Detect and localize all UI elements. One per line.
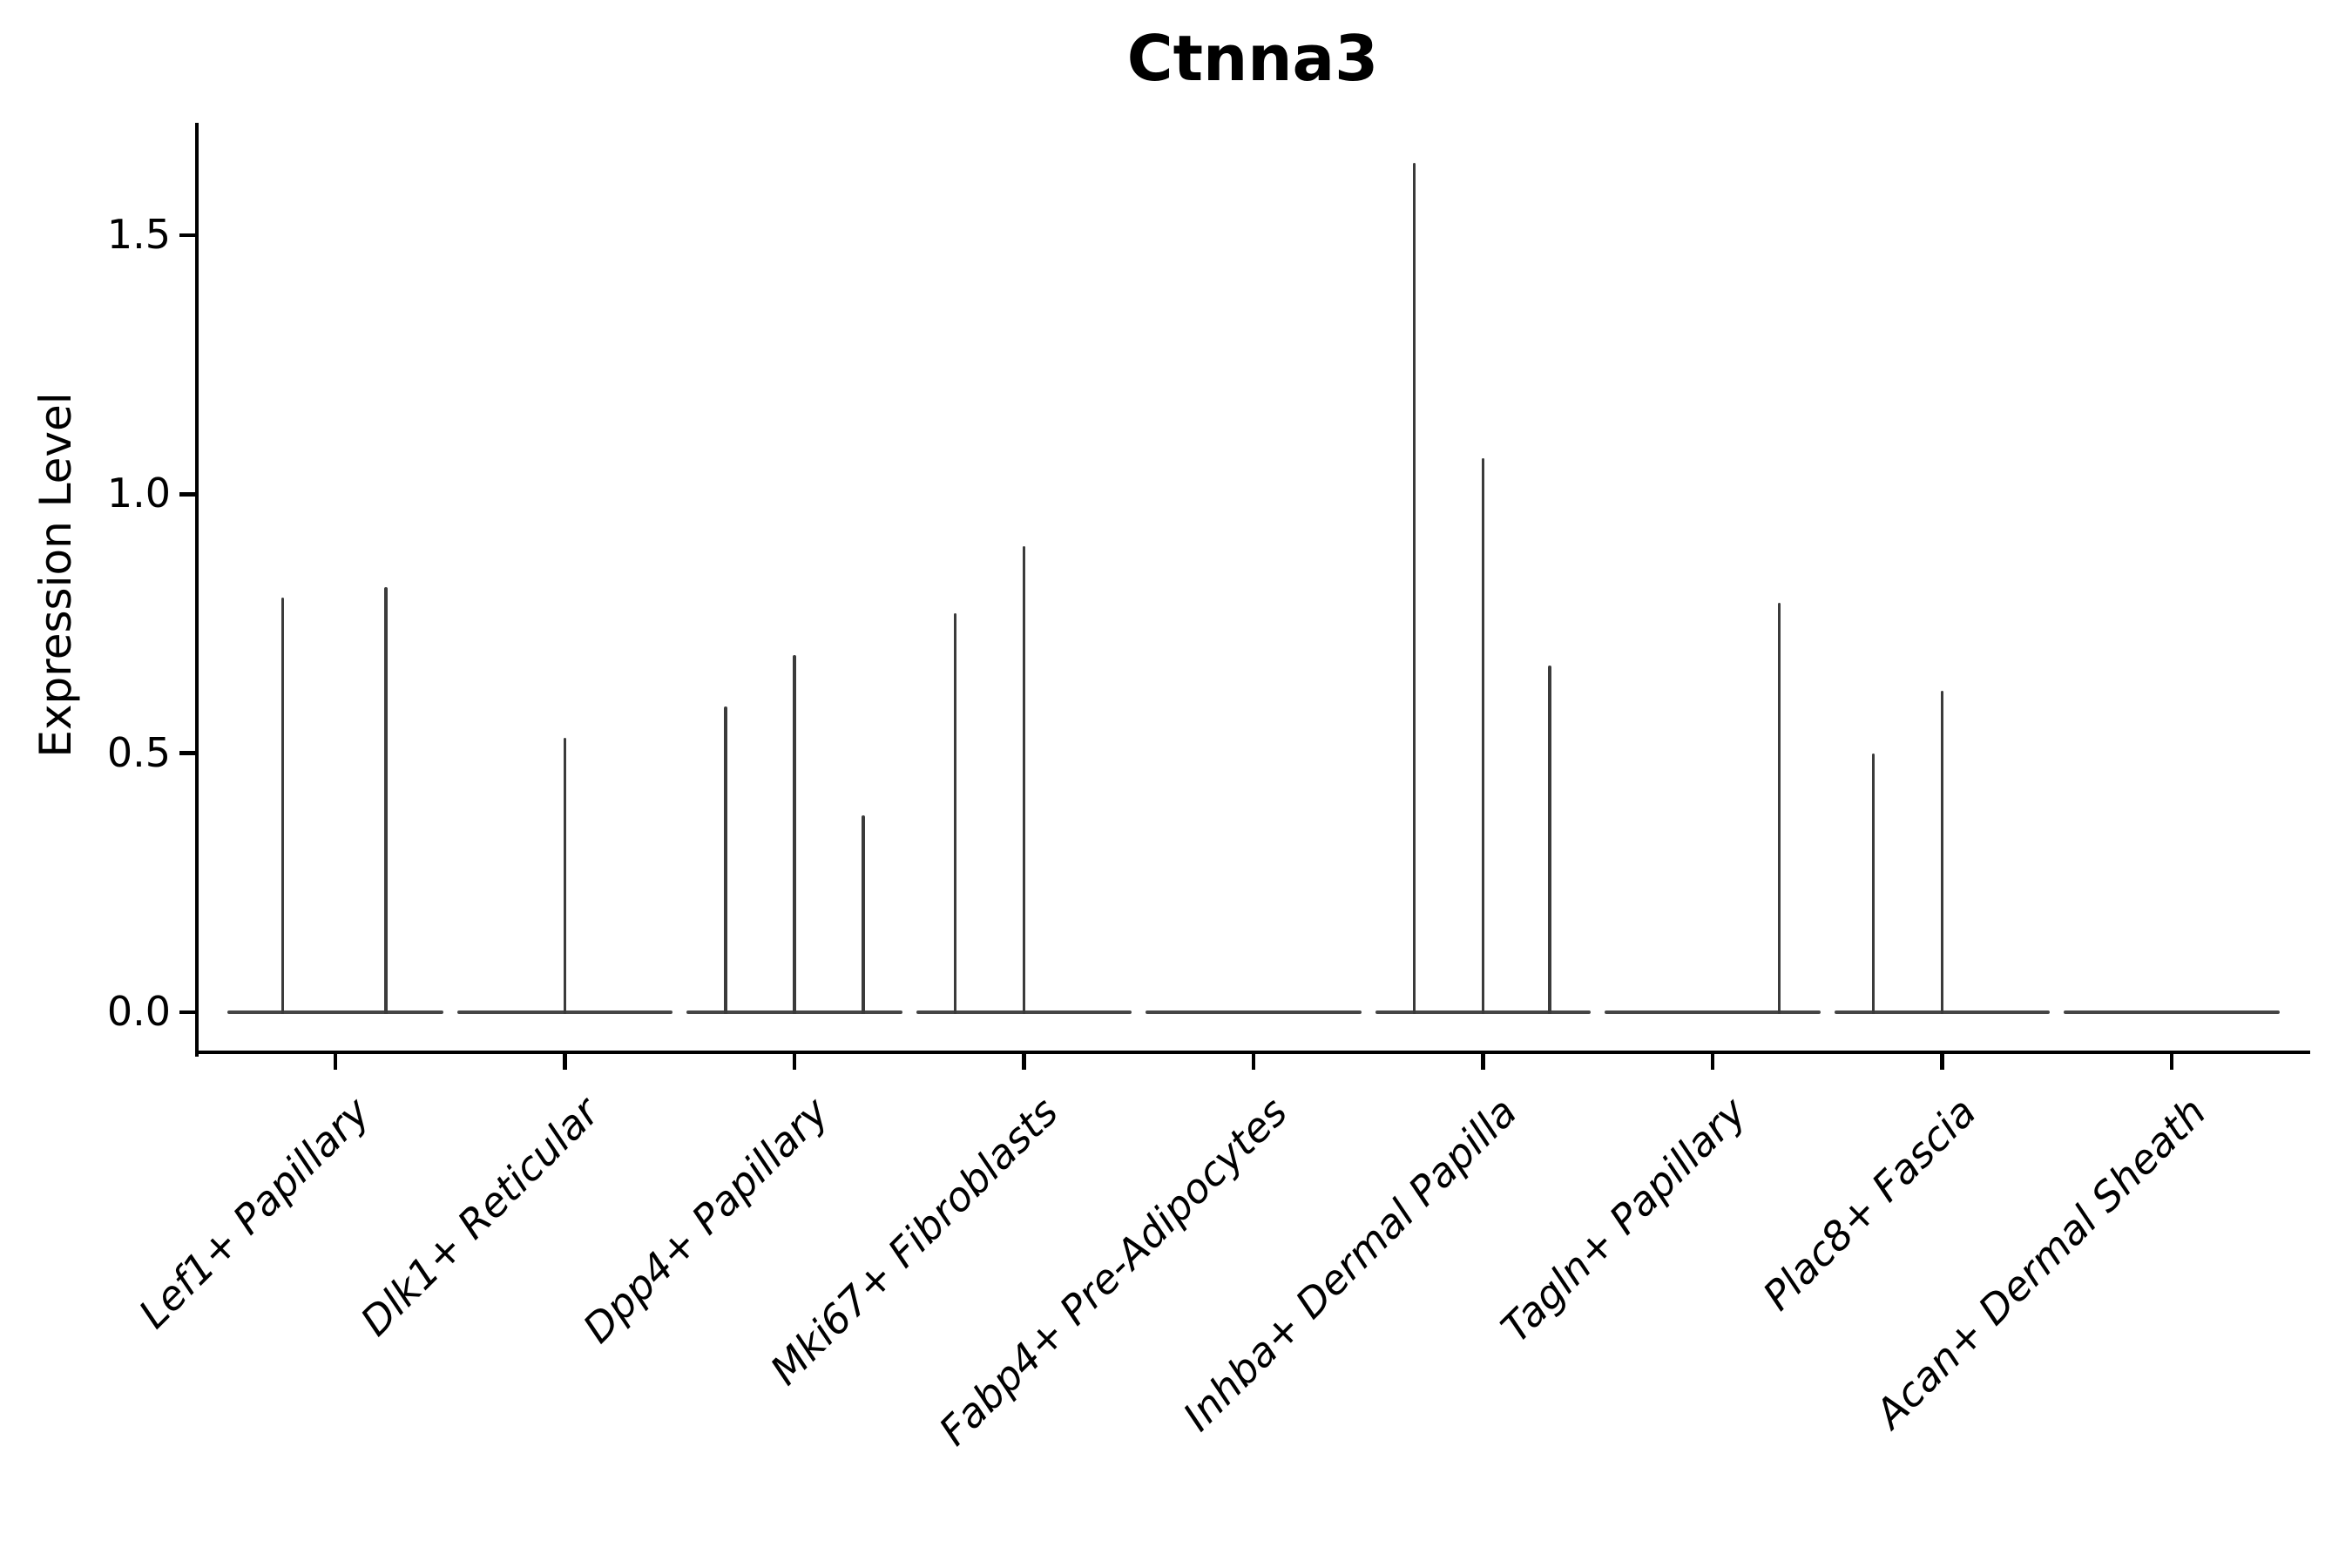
x-tick xyxy=(563,1054,567,1071)
y-tick-label: 1.0 xyxy=(106,470,171,517)
x-tick xyxy=(1022,1054,1026,1071)
y-tick-label: 0.0 xyxy=(106,988,171,1035)
violin-baseline xyxy=(227,1010,443,1015)
y-tick xyxy=(179,751,195,755)
violin-baseline xyxy=(2064,1010,2280,1015)
y-tick xyxy=(179,233,195,238)
violin-spike xyxy=(953,613,957,1014)
y-tick-label: 0.5 xyxy=(106,728,171,776)
x-tick xyxy=(792,1054,797,1071)
x-tick-label: Dpp4+ Papillary xyxy=(573,1088,838,1352)
y-tick xyxy=(179,492,195,497)
chart-title: Ctnna3 xyxy=(1126,22,1379,95)
y-tick xyxy=(179,1010,195,1015)
x-tick xyxy=(1940,1054,1944,1071)
x-tick-label: Lef1+ Papillary xyxy=(129,1088,379,1338)
violin-spike xyxy=(280,598,285,1014)
y-tick-label: 1.5 xyxy=(106,210,171,258)
violin-spike xyxy=(862,815,865,1014)
x-tick xyxy=(1251,1054,1256,1071)
violin-spike xyxy=(384,587,388,1014)
x-axis-spine xyxy=(194,1050,2311,1055)
violin-spike xyxy=(1412,162,1416,1014)
violin-spike xyxy=(1940,691,1944,1014)
violin-spike xyxy=(793,654,796,1014)
violin-spike xyxy=(724,706,727,1014)
violin-spike xyxy=(1871,753,1876,1014)
violin-baseline xyxy=(1605,1010,1821,1015)
violin-spike xyxy=(1022,545,1026,1014)
violin-baseline xyxy=(1146,1010,1362,1015)
x-tick-label: Tagln+ Papillary xyxy=(1492,1088,1756,1352)
x-tick xyxy=(333,1054,338,1071)
y-axis-label: Expression Level xyxy=(30,392,81,758)
violin-spike xyxy=(1481,457,1485,1014)
x-tick xyxy=(2169,1054,2174,1071)
y-axis-spine xyxy=(194,123,199,1057)
violin-spike xyxy=(563,737,567,1014)
x-tick xyxy=(1710,1054,1715,1071)
x-tick xyxy=(1481,1054,1485,1071)
x-tick-label: Plac8+ Fascia xyxy=(1754,1088,1985,1320)
violin-spike xyxy=(1777,603,1781,1014)
violin-spike xyxy=(1548,665,1551,1014)
x-tick-label: Dlk1+ Reticular xyxy=(351,1088,608,1345)
